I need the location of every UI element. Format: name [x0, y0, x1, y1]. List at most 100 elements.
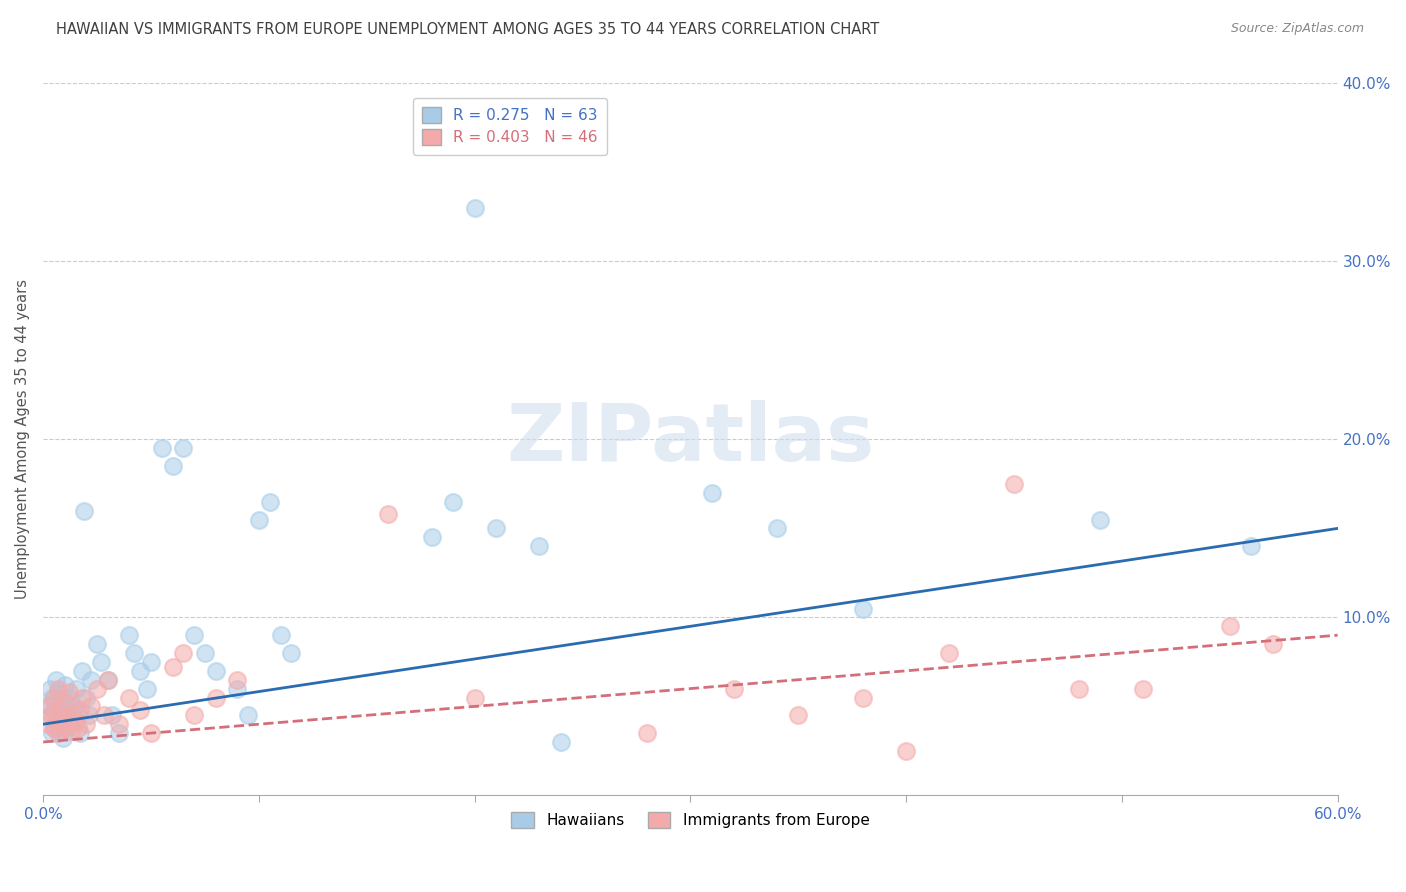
Point — [52, 721, 75, 735]
Point — [79, 699, 101, 714]
Point — [270, 628, 292, 642]
Point — [852, 690, 875, 705]
Point — [62, 699, 84, 714]
Point — [56, 710, 79, 724]
Point — [1002, 477, 1025, 491]
Point — [52, 731, 75, 746]
Point — [259, 494, 281, 508]
Point — [42, 690, 65, 705]
Point — [53, 678, 76, 692]
Point — [60, 717, 83, 731]
Point — [49, 724, 72, 739]
Point — [46, 726, 69, 740]
Point — [56, 703, 79, 717]
Point — [45, 714, 67, 728]
Point — [77, 708, 100, 723]
Point — [107, 717, 129, 731]
Point — [86, 681, 108, 696]
Point — [529, 539, 551, 553]
Point — [183, 628, 205, 642]
Point — [420, 530, 443, 544]
Legend: Hawaiians, Immigrants from Europe: Hawaiians, Immigrants from Europe — [505, 805, 876, 834]
Point — [135, 681, 157, 696]
Point — [894, 744, 917, 758]
Point — [162, 660, 184, 674]
Point — [150, 442, 173, 456]
Point — [852, 601, 875, 615]
Text: HAWAIIAN VS IMMIGRANTS FROM EUROPE UNEMPLOYMENT AMONG AGES 35 TO 44 YEARS CORREL: HAWAIIAN VS IMMIGRANTS FROM EUROPE UNEMP… — [56, 22, 880, 37]
Point — [236, 708, 259, 723]
Point — [37, 699, 59, 714]
Point — [97, 673, 120, 687]
Point — [38, 699, 60, 714]
Point — [129, 703, 152, 717]
Point — [183, 708, 205, 723]
Point — [464, 690, 486, 705]
Point — [1261, 637, 1284, 651]
Point — [1240, 539, 1263, 553]
Text: ZIPatlas: ZIPatlas — [506, 401, 875, 478]
Point — [65, 714, 87, 728]
Text: Source: ZipAtlas.com: Source: ZipAtlas.com — [1230, 22, 1364, 36]
Point — [464, 201, 486, 215]
Point — [38, 708, 60, 723]
Point — [41, 726, 63, 740]
Point — [247, 512, 270, 526]
Point — [107, 726, 129, 740]
Point — [118, 628, 141, 642]
Point — [172, 442, 194, 456]
Point — [49, 703, 72, 717]
Point — [787, 708, 810, 723]
Point — [441, 494, 464, 508]
Point — [45, 696, 67, 710]
Point — [226, 681, 249, 696]
Point — [139, 655, 162, 669]
Point — [1090, 512, 1112, 526]
Point — [45, 673, 67, 687]
Point — [53, 710, 76, 724]
Point — [75, 690, 97, 705]
Point — [1219, 619, 1241, 633]
Point — [56, 721, 79, 735]
Point — [70, 664, 93, 678]
Point — [938, 646, 960, 660]
Point — [52, 692, 75, 706]
Point — [58, 690, 80, 705]
Point — [122, 646, 145, 660]
Point — [723, 681, 745, 696]
Point — [700, 485, 723, 500]
Point — [70, 690, 93, 705]
Point — [204, 690, 226, 705]
Point — [49, 706, 72, 721]
Point — [172, 646, 194, 660]
Point — [129, 664, 152, 678]
Point — [377, 507, 399, 521]
Point — [41, 708, 63, 723]
Y-axis label: Unemployment Among Ages 35 to 44 years: Unemployment Among Ages 35 to 44 years — [15, 279, 30, 599]
Point — [550, 735, 572, 749]
Point — [46, 714, 69, 728]
Point — [69, 703, 91, 717]
Point — [42, 703, 65, 717]
Point — [65, 681, 87, 696]
Point — [41, 690, 63, 705]
Point — [226, 673, 249, 687]
Point — [485, 521, 508, 535]
Point — [73, 503, 96, 517]
Point — [42, 721, 65, 735]
Point — [139, 726, 162, 740]
Point — [93, 708, 115, 723]
Point — [765, 521, 787, 535]
Point — [204, 664, 226, 678]
Point — [60, 724, 83, 739]
Point — [97, 673, 120, 687]
Point — [38, 681, 60, 696]
Point — [66, 708, 89, 723]
Point — [86, 637, 108, 651]
Point — [280, 646, 302, 660]
Point — [636, 726, 658, 740]
Point — [46, 685, 69, 699]
Point — [53, 696, 76, 710]
Point — [101, 708, 124, 723]
Point — [66, 721, 89, 735]
